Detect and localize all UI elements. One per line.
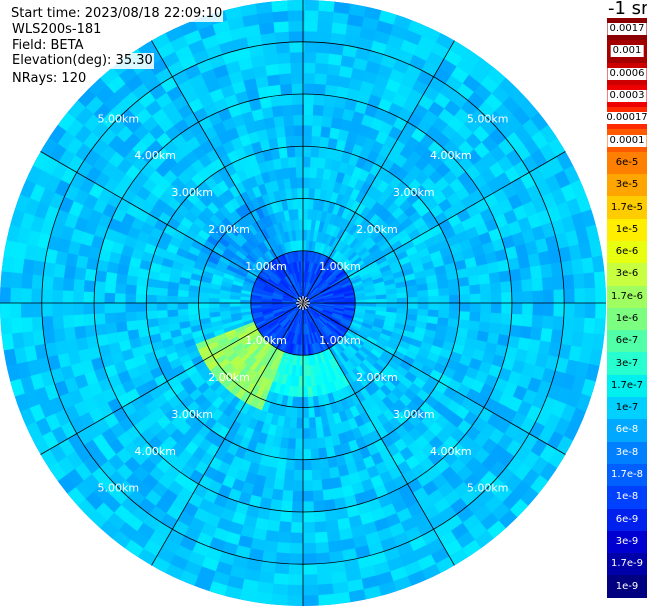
colorbar-swatch: 0.0001: [607, 129, 647, 152]
colorbar-swatch: 6e-7: [607, 330, 647, 353]
radial-line-210: [151, 302, 304, 566]
nrays-label: NRays: 120: [12, 71, 87, 86]
radial-line-330: [151, 40, 304, 304]
colorbar-tick-label: 3e-7: [615, 357, 639, 369]
ring-label-3-315: 3.00km: [171, 186, 213, 199]
instrument-label: WLS200s-181: [12, 22, 102, 37]
ring-label-1-135: 1.00km: [319, 334, 361, 347]
colorbar-swatch: 0.0006: [607, 62, 647, 85]
colorbar-tick-label: 0.0006: [607, 67, 647, 80]
colorbar-swatch: 1e-7: [607, 397, 647, 420]
ring-label-3-45: 3.00km: [393, 186, 435, 199]
colorbar-tick-label: 0.001: [610, 45, 644, 58]
radial-line-120: [302, 302, 566, 455]
colorbar-swatch: 6e-9: [607, 508, 647, 531]
radial-line-60: [302, 151, 566, 304]
range-ring-labels: 1.00km 1.00km 1.00km 1.00km 2.00km 2.00km 2.00…: [98, 112, 509, 494]
colorbar-tick-label: 1e-9: [615, 580, 639, 592]
colorbar-tick-label: 1e-8: [615, 491, 639, 503]
ring-label-4-45: 4.00km: [430, 149, 472, 162]
colorbar-tick-label: 6e-8: [615, 424, 639, 436]
colorbar-tick-label: 1.7e-6: [610, 290, 644, 302]
ring-label-1-225: 1.00km: [245, 334, 287, 347]
ring-label-2-45: 2.00km: [356, 223, 398, 236]
colorbar-tick-label: 3e-8: [615, 446, 639, 458]
ring-label-3-135: 3.00km: [393, 408, 435, 421]
colorbar-tick-label: 3e-5: [615, 179, 639, 191]
ring-label-4-225: 4.00km: [134, 445, 176, 458]
colorbar-swatch: 1.7e-8: [607, 463, 647, 487]
start-time-label: Start time: 2023/08/18 22:09:10: [10, 6, 224, 22]
colorbar-swatch: 3e-8: [607, 441, 647, 464]
colorbar-tick-label: 1e-5: [615, 223, 639, 235]
colorbar-swatch: 1e-6: [607, 307, 647, 331]
colorbar: 0.0017 0.001 0.0006 0.0003 0.00017 0.0001 6e-5…: [604, 18, 647, 598]
colorbar-swatch: 6e-8: [607, 419, 647, 442]
colorbar-swatch: 6e-6: [607, 240, 647, 264]
colorbar-tick-label: 0.0017: [607, 23, 647, 36]
radial-line-240: [40, 302, 304, 455]
colorbar-swatch: 1.7e-5: [607, 196, 647, 219]
colorbar-tick-label: 1e-7: [615, 402, 639, 414]
colorbar-swatch: 0.0017: [607, 18, 647, 41]
ring-label-2-315: 2.00km: [208, 223, 250, 236]
ring-label-5-135: 5.00km: [467, 482, 509, 495]
colorbar-tick-label: 3e-9: [615, 535, 639, 547]
colorbar-swatch: 0.0003: [607, 84, 647, 108]
ring-label-3-225: 3.00km: [171, 408, 213, 421]
ring-label-1-315: 1.00km: [245, 260, 287, 273]
colorbar-tick-label: 0.0003: [607, 90, 647, 103]
colorbar-tick-label: 6e-5: [615, 156, 639, 168]
radial-line-30: [302, 40, 455, 304]
elevation-label: Elevation(deg): 35.30: [11, 53, 154, 69]
colorbar-swatch: 1e-5: [607, 218, 647, 241]
ring-label-2-135: 2.00km: [356, 371, 398, 384]
radar-center-marker: [296, 296, 310, 310]
colorbar-tick-label: 6e-6: [615, 246, 639, 258]
ring-label-4-135: 4.00km: [430, 445, 472, 458]
colorbar-unit-label: -1 sr: [608, 0, 647, 19]
radial-line-300: [40, 151, 304, 304]
colorbar-tick-label: 0.00017: [604, 112, 647, 125]
colorbar-swatch: 1.7e-9: [607, 553, 647, 576]
ring-label-5-315: 5.00km: [98, 112, 140, 125]
colorbar-swatch: 1e-9: [607, 575, 647, 598]
colorbar-swatch: 6e-5: [607, 151, 647, 175]
colorbar-swatch: 1.7e-7: [607, 374, 647, 398]
colorbar-tick-label: 1.7e-5: [610, 201, 644, 213]
ring-label-1-45: 1.00km: [319, 260, 361, 273]
colorbar-tick-label: 1.7e-7: [610, 379, 644, 391]
radial-line-150: [302, 302, 455, 566]
colorbar-swatch: 0.001: [607, 40, 647, 63]
ring-label-2-225: 2.00km: [208, 371, 250, 384]
field-label: Field: BETA: [12, 38, 84, 53]
colorbar-tick-label: 0.0001: [607, 134, 647, 147]
colorbar-swatch: 3e-6: [607, 263, 647, 286]
colorbar-swatch: 3e-7: [607, 352, 647, 375]
colorbar-swatch: 3e-9: [607, 530, 647, 554]
ring-label-5-45: 5.00km: [467, 112, 509, 125]
colorbar-tick-label: 1e-6: [615, 313, 639, 324]
colorbar-swatch: 0.00017: [604, 107, 647, 130]
colorbar-swatch: 3e-5: [607, 174, 647, 197]
colorbar-swatch: 1e-8: [607, 486, 647, 509]
colorbar-tick-label: 6e-7: [615, 335, 639, 347]
colorbar-tick-label: 3e-6: [615, 268, 639, 280]
colorbar-swatch: 1.7e-6: [607, 285, 647, 308]
colorbar-tick-label: 1.7e-9: [610, 558, 644, 570]
ring-label-5-225: 5.00km: [98, 482, 140, 495]
range-grid: [0, 0, 606, 606]
colorbar-tick-label: 1.7e-8: [610, 469, 644, 481]
colorbar-tick-label: 6e-9: [615, 513, 639, 525]
ring-label-4-315: 4.00km: [134, 149, 176, 162]
